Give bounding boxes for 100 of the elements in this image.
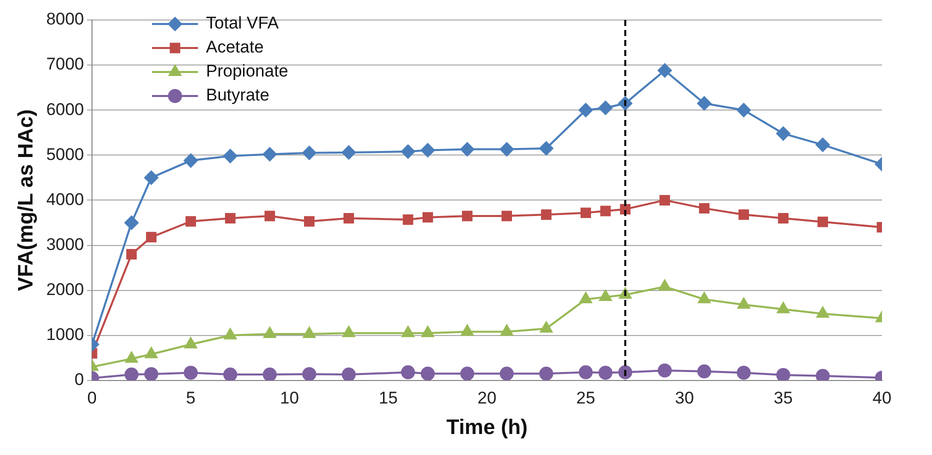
point	[145, 347, 158, 358]
x-tick-label: 10	[280, 388, 299, 408]
point	[540, 322, 552, 333]
x-axis-title: Time (h)	[446, 416, 528, 440]
point	[738, 298, 750, 309]
point	[778, 212, 788, 224]
point	[600, 206, 611, 216]
point	[420, 143, 435, 158]
x-tick-label: 40	[872, 388, 892, 408]
point	[184, 366, 198, 380]
point	[422, 326, 434, 338]
point	[344, 212, 354, 224]
point	[539, 141, 554, 156]
point	[460, 366, 474, 380]
y-tick-label: 5000	[46, 144, 84, 164]
point	[224, 328, 236, 340]
point	[816, 306, 829, 318]
point	[697, 364, 712, 378]
point	[422, 212, 434, 223]
y-tick-label: 8000	[46, 10, 84, 29]
point	[124, 368, 139, 380]
point	[578, 103, 593, 118]
point	[461, 324, 474, 336]
y-tick-label: 2000	[46, 280, 84, 299]
y-tick-label: 0	[74, 370, 84, 390]
point	[598, 366, 613, 380]
point	[500, 324, 513, 336]
point	[264, 327, 276, 338]
point	[816, 368, 830, 380]
point	[578, 365, 593, 380]
point	[402, 214, 414, 225]
point	[225, 212, 236, 224]
x-tick-label: 5	[186, 388, 196, 408]
legend-label: Propionate	[206, 62, 288, 81]
point	[184, 154, 198, 168]
point	[658, 363, 672, 378]
point	[660, 194, 670, 206]
point	[776, 126, 790, 141]
point	[598, 100, 613, 115]
y-tick-label: 4000	[46, 190, 84, 209]
point	[818, 216, 828, 228]
point	[698, 292, 710, 304]
point	[539, 366, 554, 380]
point	[144, 170, 158, 185]
point	[402, 326, 414, 338]
x-tick-label: 25	[576, 388, 596, 408]
y-tick-label: 7000	[46, 54, 84, 74]
point	[223, 149, 238, 164]
point	[420, 366, 435, 380]
y-axis-title: VFA(mg/L as HAc)	[14, 109, 38, 292]
point	[144, 367, 158, 380]
y-tick-label: 3000	[46, 234, 84, 254]
point	[223, 368, 238, 380]
point	[124, 216, 139, 230]
point	[342, 368, 356, 380]
point	[599, 290, 612, 302]
point	[462, 210, 473, 222]
point	[342, 145, 356, 160]
y-tick-label: 6000	[46, 100, 84, 119]
point	[736, 366, 751, 380]
x-tick-label: 30	[675, 388, 694, 408]
point	[580, 292, 592, 304]
legend-label: Acetate	[206, 38, 264, 57]
point	[460, 142, 474, 156]
point	[658, 280, 671, 291]
point	[738, 209, 749, 220]
point	[500, 142, 514, 156]
point	[816, 138, 830, 152]
point	[262, 147, 277, 162]
point	[658, 63, 672, 78]
point	[303, 327, 316, 338]
point	[125, 352, 138, 363]
point	[580, 208, 591, 218]
point	[541, 209, 552, 220]
point	[736, 103, 751, 118]
legend-label: Butyrate	[206, 86, 270, 105]
point	[262, 368, 277, 380]
point	[302, 146, 316, 160]
point	[302, 367, 316, 380]
x-tick-label: 35	[774, 388, 793, 408]
point	[699, 203, 710, 214]
x-tick-label: 0	[87, 388, 97, 408]
point	[697, 96, 712, 110]
x-tick-label: 15	[378, 388, 398, 408]
point	[401, 144, 416, 159]
point	[401, 365, 416, 380]
point	[342, 326, 355, 338]
point	[184, 337, 197, 348]
legend-label: Total VFA	[206, 14, 280, 33]
y-tick-label: 1000	[46, 325, 84, 344]
point	[186, 216, 196, 227]
point	[126, 249, 137, 260]
x-tick-label: 20	[478, 388, 496, 408]
point	[502, 210, 512, 222]
point	[304, 216, 315, 227]
point	[500, 366, 514, 380]
point	[777, 302, 790, 314]
point	[264, 210, 276, 222]
point	[146, 232, 157, 242]
point	[776, 368, 790, 380]
